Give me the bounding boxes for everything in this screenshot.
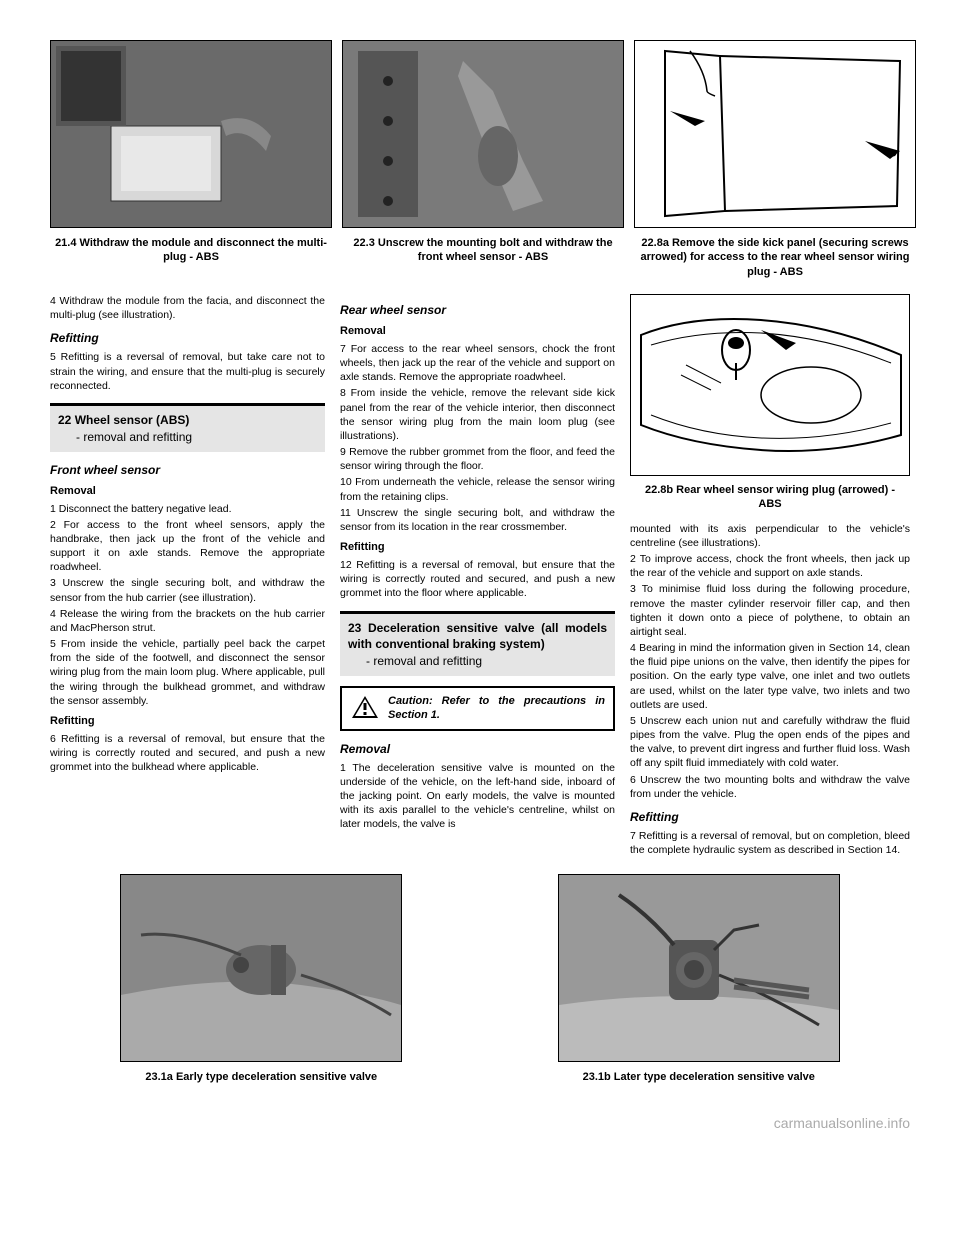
heading-rear-wheel-sensor: Rear wheel sensor: [340, 302, 615, 318]
section-23-num: 23: [348, 621, 361, 635]
warning-icon: [350, 694, 380, 720]
para-22-12: 12 Refitting is a reversal of removal, b…: [340, 558, 615, 601]
figure-22-3: 22.3 Unscrew the mounting bolt and withd…: [342, 40, 624, 279]
content-columns: 4 Withdraw the module from the facia, an…: [50, 294, 910, 860]
column-1: 4 Withdraw the module from the facia, an…: [50, 294, 325, 860]
para-22-3: 3 Unscrew the single securing bolt, and …: [50, 576, 325, 604]
para-23-5: 5 Unscrew each union nut and carefully w…: [630, 714, 910, 771]
figure-23-1b: 23.1b Later type deceleration sensitive …: [488, 874, 911, 1084]
section-23-subtitle: - removal and refitting: [348, 653, 607, 670]
para-22-9: 9 Remove the rubber grommet from the flo…: [340, 445, 615, 473]
figure-22-3-image: [342, 40, 624, 228]
figure-22-3-caption: 22.3 Unscrew the mounting bolt and withd…: [342, 236, 624, 265]
para-23-4: 4 Bearing in mind the information given …: [630, 641, 910, 712]
heading-removal-1: Removal: [50, 484, 325, 499]
para-23-7: 7 Refitting is a reversal of removal, bu…: [630, 829, 910, 857]
column-3: 22.8b Rear wheel sensor wiring plug (arr…: [630, 294, 910, 860]
section-22-subtitle: - removal and refitting: [58, 429, 317, 446]
figure-23-1a-caption: 23.1a Early type deceleration sensitive …: [50, 1070, 473, 1084]
section-23-title: Deceleration sensitive valve (all models…: [348, 621, 607, 652]
heading-front-wheel-sensor: Front wheel sensor: [50, 462, 325, 478]
para-22-5: 5 From inside the vehicle, partially pee…: [50, 637, 325, 708]
figure-21-4-image: [50, 40, 332, 228]
figure-21-4-caption: 21.4 Withdraw the module and disconnect …: [50, 236, 332, 265]
para-23-6: 6 Unscrew the two mounting bolts and wit…: [630, 773, 910, 801]
column-2: Rear wheel sensor Removal 7 For access t…: [340, 294, 615, 860]
figure-22-8b-image: [630, 294, 910, 476]
heading-refitting-2: Refitting: [50, 714, 325, 729]
section-22-header: 22 Wheel sensor (ABS) - removal and refi…: [50, 403, 325, 452]
para-21-4: 4 Withdraw the module from the facia, an…: [50, 294, 325, 322]
figure-22-8a: 22.8a Remove the side kick panel (securi…: [634, 40, 916, 279]
figure-23-1b-image: [558, 874, 840, 1062]
para-23-2: 2 To improve access, chock the front whe…: [630, 552, 910, 580]
caution-text: Caution: Refer to the precautions in Sec…: [388, 694, 605, 723]
figure-23-1a: 23.1a Early type deceleration sensitive …: [50, 874, 473, 1084]
heading-refitting-4: Refitting: [630, 809, 910, 825]
bottom-figures-row: 23.1a Early type deceleration sensitive …: [50, 874, 910, 1084]
para-22-7: 7 For access to the rear wheel sensors, …: [340, 342, 615, 385]
figure-22-8a-image: [634, 40, 916, 228]
section-23-header: 23 Deceleration sensitive valve (all mod…: [340, 611, 615, 676]
figure-22-8a-caption: 22.8a Remove the side kick panel (securi…: [634, 236, 916, 279]
heading-removal-2: Removal: [340, 324, 615, 339]
section-22-num: 22: [58, 413, 71, 427]
caution-box: Caution: Refer to the precautions in Sec…: [340, 686, 615, 731]
para-23-3: 3 To minimise fluid loss during the foll…: [630, 582, 910, 639]
footer-watermark: carmanualsonline.info: [0, 1105, 960, 1151]
section-22-title: Wheel sensor (ABS): [75, 413, 190, 427]
para-22-1: 1 Disconnect the battery negative lead.: [50, 502, 325, 516]
para-22-6: 6 Refitting is a reversal of removal, bu…: [50, 732, 325, 775]
para-23-1: 1 The deceleration sensitive valve is mo…: [340, 761, 615, 832]
figure-22-8b-caption: 22.8b Rear wheel sensor wiring plug (arr…: [630, 483, 910, 512]
para-21-5: 5 Refitting is a reversal of removal, bu…: [50, 350, 325, 393]
heading-removal-3: Removal: [340, 741, 615, 757]
para-22-10: 10 From underneath the vehicle, release …: [340, 475, 615, 503]
para-22-11: 11 Unscrew the single securing bolt, and…: [340, 506, 615, 534]
figure-23-1a-image: [120, 874, 402, 1062]
figure-22-8b: 22.8b Rear wheel sensor wiring plug (arr…: [630, 294, 910, 512]
heading-refitting-3: Refitting: [340, 540, 615, 555]
figure-21-4: 21.4 Withdraw the module and disconnect …: [50, 40, 332, 279]
figure-23-1b-caption: 23.1b Later type deceleration sensitive …: [488, 1070, 911, 1084]
para-23-1b: mounted with its axis perpendicular to t…: [630, 522, 910, 550]
para-22-8: 8 From inside the vehicle, remove the re…: [340, 386, 615, 443]
heading-refitting-1: Refitting: [50, 330, 325, 346]
para-22-4: 4 Release the wiring from the brackets o…: [50, 607, 325, 635]
para-22-2: 2 For access to the front wheel sensors,…: [50, 518, 325, 575]
top-figures-row: 21.4 Withdraw the module and disconnect …: [50, 40, 910, 279]
